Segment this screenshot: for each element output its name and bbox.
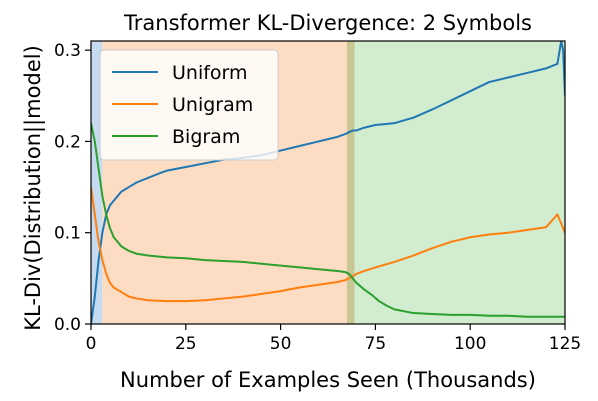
x-tick-label: 75: [365, 334, 387, 354]
x-tick-label: 100: [454, 334, 486, 354]
x-tick-label: 0: [86, 334, 97, 354]
plot-area: [91, 41, 565, 324]
axes-frame: [90, 40, 566, 325]
legend-box: [99, 49, 279, 161]
series-line-bigram: [91, 122, 565, 318]
x-axis-ticks: 0 25 50 75 100 125: [86, 324, 581, 354]
y-axis-ticks: 0.0 0.1 0.2 0.3: [54, 41, 91, 335]
phase-band-1: [91, 41, 103, 324]
axes-border: [90, 40, 566, 325]
y-tick-label: 0.1: [54, 224, 81, 244]
phase-band-4: [354, 41, 565, 324]
chart-title: Transformer KL-Divergence: 2 Symbols: [123, 11, 532, 35]
series-line-uniform: [91, 41, 565, 324]
x-tick-label: 50: [270, 334, 292, 354]
x-tick-label: 125: [549, 334, 581, 354]
y-tick-label: 0.0: [54, 315, 81, 335]
x-tick-label: 25: [175, 334, 197, 354]
legend-label-unigram: Unigram: [172, 94, 253, 116]
phase-band-3: [346, 41, 355, 324]
x-axis-label: Number of Examples Seen (Thousands): [120, 368, 536, 392]
legend-label-bigram: Bigram: [172, 126, 240, 148]
y-tick-label: 0.2: [54, 132, 81, 152]
y-axis-label: KL-Div(Distribution||model): [21, 45, 46, 331]
legend: Uniform Unigram Bigram: [99, 49, 279, 161]
legend-label-uniform: Uniform: [172, 62, 248, 84]
y-tick-label: 0.3: [54, 41, 81, 61]
series-line-unigram: [91, 186, 565, 303]
